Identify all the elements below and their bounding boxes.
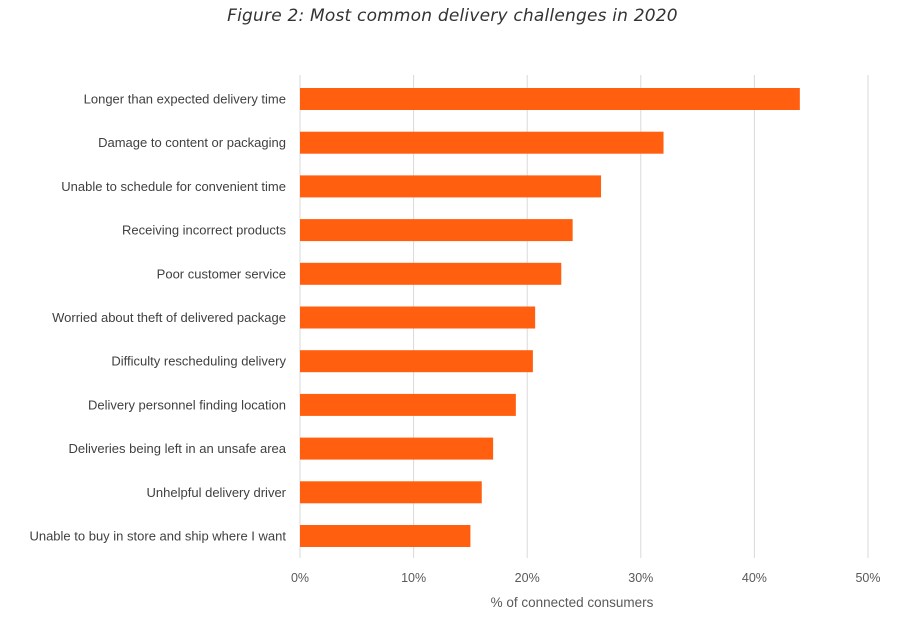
- category-label: Damage to content or packaging: [98, 135, 286, 150]
- category-label: Deliveries being left in an unsafe area: [68, 441, 286, 456]
- bar: [300, 88, 800, 110]
- bar: [300, 306, 536, 329]
- x-tick-label: 40%: [742, 571, 767, 585]
- category-label: Difficulty rescheduling delivery: [111, 354, 286, 369]
- bar: [300, 262, 562, 285]
- category-label: Unable to buy in store and ship where I …: [29, 529, 286, 544]
- bar: [300, 219, 573, 242]
- category-label: Poor customer service: [157, 266, 286, 281]
- bar: [300, 393, 516, 416]
- category-labels: Longer than expected delivery time Damage…: [29, 92, 286, 544]
- chart-title: Figure 2: Most common delivery challenge…: [227, 6, 678, 26]
- category-label: Delivery personnel finding location: [88, 397, 286, 412]
- x-axis-label: % of connected consumers: [491, 595, 654, 610]
- bars: [300, 88, 800, 547]
- bar: [300, 175, 602, 198]
- x-tick-labels: 0% 10% 20% 30% 40% 50%: [291, 571, 881, 585]
- x-tick-label: 30%: [628, 571, 653, 585]
- category-label: Worried about theft of delivered package: [52, 310, 286, 325]
- x-tick-label: 50%: [855, 571, 880, 585]
- bar: [300, 481, 482, 504]
- bar: [300, 525, 471, 547]
- category-label: Receiving incorrect products: [122, 223, 287, 238]
- x-tick-label: 20%: [515, 571, 540, 585]
- category-label: Unhelpful delivery driver: [147, 485, 287, 500]
- bar: [300, 131, 664, 154]
- category-label: Unable to schedule for convenient time: [61, 179, 286, 194]
- bar: [300, 437, 494, 460]
- x-tick-label: 10%: [401, 571, 426, 585]
- bar: [300, 350, 533, 373]
- category-label: Longer than expected delivery time: [84, 92, 286, 107]
- x-tick-label: 0%: [291, 571, 309, 585]
